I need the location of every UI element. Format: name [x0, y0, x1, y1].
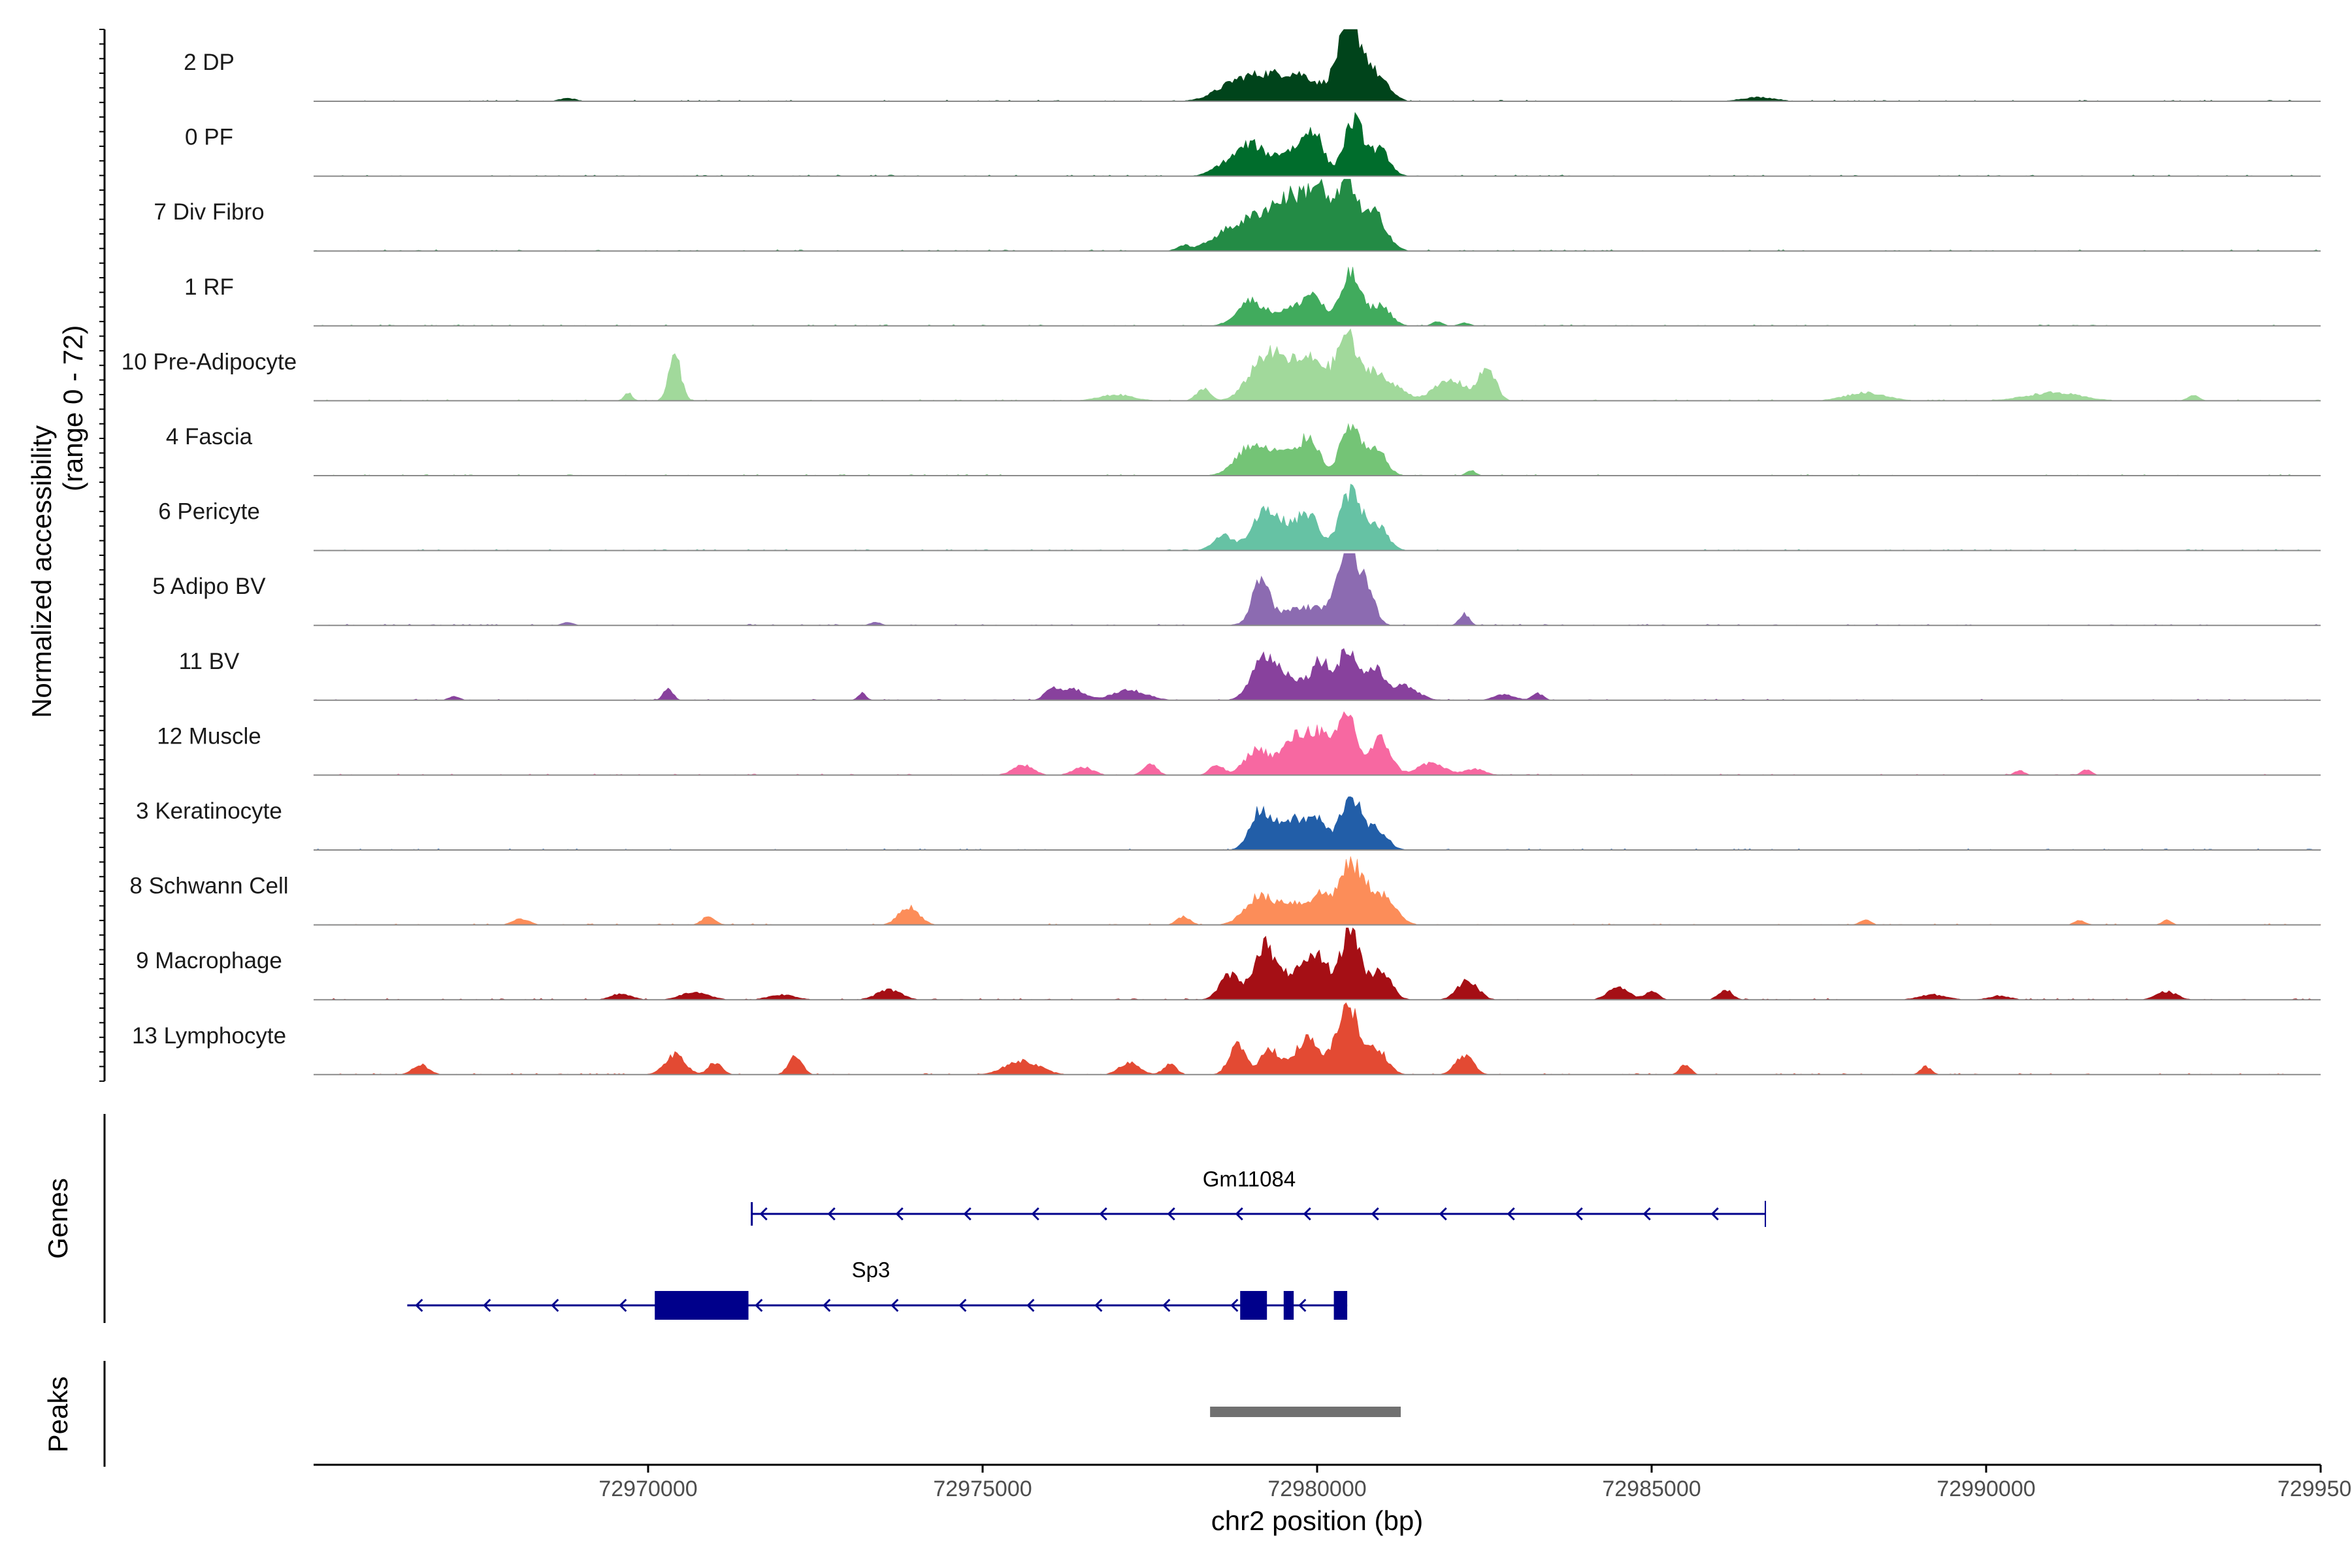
strand-arrow: [415, 1298, 423, 1313]
track-6: 6 Pericyte: [158, 483, 2321, 551]
exon: [1240, 1291, 1267, 1320]
exon: [655, 1291, 749, 1320]
strand-arrow: [895, 1207, 904, 1221]
peaks-panel: [103, 1361, 1401, 1467]
x-tick-label: 72985000: [1602, 1477, 1701, 1501]
x-tick-label: 7299500: [2278, 1477, 2352, 1501]
strand-arrow: [890, 1298, 899, 1313]
track-label: 12 Muscle: [157, 723, 261, 749]
coverage-area: [314, 29, 2321, 102]
x-tick-label: 72970000: [598, 1477, 697, 1501]
track-0: 2 DP: [184, 29, 2321, 102]
tracks-panel: 2 DP 0 PF 7 Div Fibro 1 RF 10 Pre-Adipocyte 4…: [122, 29, 2321, 1075]
track-10: 3 Keratinocyte: [136, 796, 2321, 851]
strand-arrow: [1235, 1207, 1243, 1221]
strand-arrow: [1230, 1298, 1239, 1313]
peak-region: [1210, 1407, 1401, 1417]
track-4: 10 Pre-Adipocyte: [122, 328, 2321, 402]
strand-arrow: [755, 1298, 763, 1313]
strand-arrow: [823, 1298, 831, 1313]
track-label: 0 PF: [185, 125, 233, 150]
x-axis-title: chr2 position (bp): [1211, 1505, 1424, 1536]
strand-arrow: [1507, 1207, 1515, 1221]
track-11: 8 Schwann Cell: [129, 856, 2321, 926]
strand-arrow: [1710, 1207, 1719, 1221]
track-1: 0 PF: [185, 112, 2321, 177]
strand-arrow: [1162, 1298, 1171, 1313]
track-8: 11 BV: [179, 648, 2321, 701]
track-13: 13 Lymphocyte: [132, 1002, 2321, 1075]
track-label: 7 Div Fibro: [154, 199, 264, 225]
strand-arrow: [1026, 1298, 1035, 1313]
track-label: 2 DP: [184, 50, 235, 75]
track-2: 7 Div Fibro: [154, 178, 2321, 252]
strand-arrow: [619, 1298, 627, 1313]
coverage-area: [314, 267, 2321, 327]
track-label: 13 Lymphocyte: [132, 1023, 286, 1049]
y-axis-range: (range 0 - 72): [57, 325, 88, 491]
strand-arrow: [483, 1298, 491, 1313]
strand-arrow: [958, 1298, 967, 1313]
track-label: 6 Pericyte: [158, 499, 260, 525]
track-9: 12 Muscle: [157, 711, 2321, 776]
coverage-area: [314, 856, 2321, 925]
track-label: 1 RF: [184, 274, 234, 300]
gene-name: Gm11084: [1203, 1167, 1296, 1191]
coverage-area: [314, 796, 2321, 851]
strand-arrow: [759, 1207, 768, 1221]
strand-arrow: [1099, 1207, 1107, 1221]
strand-arrow: [963, 1207, 972, 1221]
strand-arrow: [1439, 1207, 1447, 1221]
genes-panel-title: Genes: [42, 1178, 73, 1259]
strand-arrow: [1298, 1298, 1307, 1313]
gene-sp3: Sp3: [407, 1258, 1348, 1320]
strand-arrow: [1575, 1207, 1583, 1221]
coverage-area: [313, 927, 2321, 1000]
coverage-area: [313, 178, 2321, 252]
x-tick-label: 72975000: [933, 1477, 1032, 1501]
track-label: 5 Adipo BV: [152, 574, 266, 599]
coverage-area: [314, 1002, 2321, 1075]
track-label: 11 BV: [179, 649, 240, 674]
exon: [1283, 1291, 1294, 1320]
exon: [1333, 1291, 1348, 1320]
track-label: 10 Pre-Adipocyte: [122, 349, 297, 374]
coverage-area: [313, 711, 2321, 776]
strand-arrow: [1094, 1298, 1103, 1313]
strand-arrow: [1371, 1207, 1379, 1221]
strand-arrow: [1031, 1207, 1039, 1221]
strand-arrow: [551, 1298, 559, 1313]
genes-panel: Gm11084 Sp3: [103, 1114, 1767, 1323]
strand-arrow: [1303, 1207, 1311, 1221]
gene-name: Sp3: [852, 1258, 890, 1282]
y-axis-title: Normalized accessibility: [26, 425, 57, 718]
coverage-area: [314, 328, 2321, 401]
x-axis: 72970000 72975000 72980000 72985000 72990000…: [314, 1463, 2352, 1501]
coverage-area: [314, 483, 2321, 551]
x-tick-label: 72990000: [1936, 1477, 2035, 1501]
track-7: 5 Adipo BV: [152, 553, 2321, 627]
y-axis: [99, 29, 106, 1082]
strand-arrow: [1642, 1207, 1651, 1221]
track-12: 9 Macrophage: [136, 927, 2321, 1001]
gene-gm11084: Gm11084: [751, 1167, 1767, 1227]
strand-arrow: [1167, 1207, 1175, 1221]
track-label: 8 Schwann Cell: [129, 874, 288, 899]
coverage-area: [314, 423, 2321, 476]
x-tick-label: 72980000: [1267, 1477, 1366, 1501]
track-3: 1 RF: [184, 267, 2321, 327]
track-label: 9 Macrophage: [136, 948, 282, 973]
coverage-area: [314, 553, 2321, 626]
coverage-area: [314, 112, 2321, 176]
coverage-area: [313, 648, 2321, 701]
track-label: 3 Keratinocyte: [136, 798, 282, 824]
track-5: 4 Fascia: [166, 423, 2321, 476]
strand-arrow: [827, 1207, 836, 1221]
peaks-panel-title: Peaks: [42, 1377, 73, 1453]
track-label: 4 Fascia: [166, 424, 253, 449]
